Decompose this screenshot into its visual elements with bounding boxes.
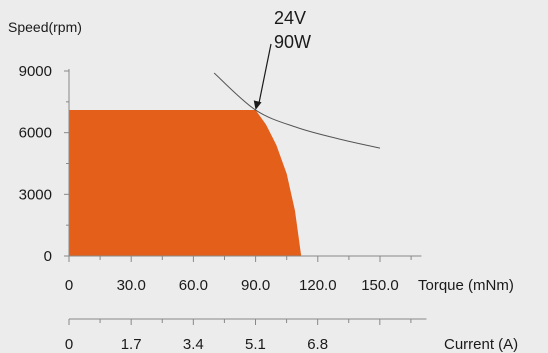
current-tick-label: 1.7 [121, 336, 142, 353]
operating-region-layer [69, 110, 302, 256]
torque-ticks: 0 30.0 60.0 90.0 120.0 150.0 [65, 277, 399, 294]
torque-tick-label: 30.0 [117, 277, 146, 294]
y-axis-title: Speed(rpm) [8, 19, 82, 35]
annotation-arrow-shaft [258, 43, 272, 106]
current-tick-label: 0 [65, 336, 73, 353]
current-axis-title: Current (A) [444, 336, 518, 353]
y-tick-label: 9000 [19, 63, 52, 80]
power-curve-line [213, 72, 381, 149]
operating-region-area [69, 110, 302, 256]
torque-tick-label: 90.0 [241, 277, 270, 294]
current-tick-label: 6.8 [307, 336, 328, 353]
y-tick-label: 6000 [19, 125, 52, 142]
torque-tick-label: 150.0 [361, 277, 399, 294]
current-tick-label: 5.1 [245, 336, 266, 353]
y-tick-label: 0 [44, 248, 52, 265]
annotation-voltage: 24V [274, 8, 306, 28]
torque-tick-label: 120.0 [299, 277, 337, 294]
current-tick-label: 3.4 [183, 336, 204, 353]
torque-axis-title: Torque (mNm) [418, 277, 514, 294]
current-ticks: 0 1.7 3.4 5.1 6.8 [65, 318, 427, 353]
annotation-power: 90W [274, 32, 311, 52]
annotation-arrow-head [253, 100, 262, 111]
y-ticks: 0 3000 6000 9000 [19, 63, 52, 265]
axes-layer [64, 69, 422, 262]
y-tick-label: 3000 [19, 186, 52, 203]
power-curve-layer [213, 72, 381, 149]
annotation-arrow [253, 43, 272, 111]
torque-tick-label: 0 [65, 277, 73, 294]
torque-tick-label: 60.0 [179, 277, 208, 294]
